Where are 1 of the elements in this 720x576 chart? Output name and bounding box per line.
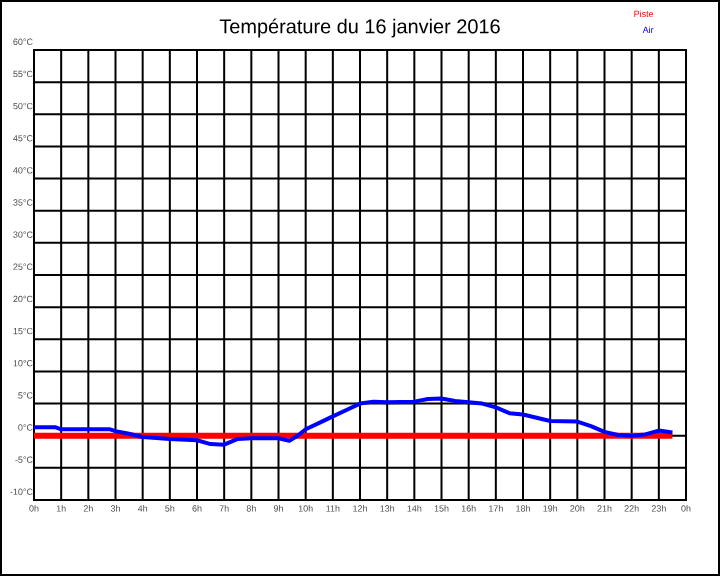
chart-title: Température du 16 janvier 2016 bbox=[219, 18, 500, 38]
